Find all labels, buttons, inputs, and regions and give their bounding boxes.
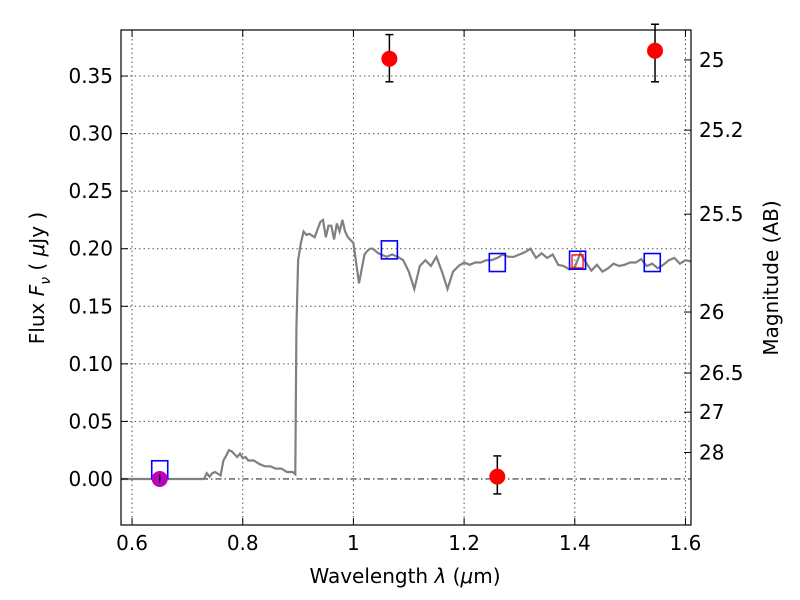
x-tick-label: 1 — [347, 531, 360, 555]
model-photometry-square-alt — [571, 254, 584, 269]
observed-point — [381, 50, 398, 67]
model-photometry-square — [643, 252, 662, 273]
observed-point — [489, 468, 506, 485]
x-axis-label: Wavelength λ (μm) — [309, 564, 500, 588]
x-tick-label: 1.6 — [670, 531, 702, 555]
right-axis-label: Magnitude (AB) — [759, 200, 783, 355]
magnitude-tick-label: 27 — [699, 400, 724, 424]
axis-ticks: 0.6 0.8 1 1.2 1.4 1.6 0.00 0.05 0.10 0.15 0.20 0.25… — [68, 30, 744, 555]
model-sed-series — [121, 217, 692, 481]
y-tick-label: 0.35 — [68, 64, 113, 88]
y-tick-label: 0.30 — [68, 122, 113, 146]
magnitude-tick-label: 26 — [699, 300, 724, 324]
plot-frame — [120, 29, 692, 526]
photometry-points — [150, 23, 664, 495]
model-photometry-square — [488, 252, 507, 273]
y-axis-label: Flux Fν ( μJy ) — [25, 212, 54, 344]
model-photometry-square — [568, 250, 587, 271]
x-tick-label: 0.6 — [116, 531, 148, 555]
x-tick-label: 1.2 — [448, 531, 480, 555]
magnitude-tick-label: 25.5 — [699, 202, 744, 226]
y-tick-label: 0.00 — [68, 467, 113, 491]
magnitude-tick-label: 25.2 — [699, 118, 744, 142]
y-tick-label: 0.10 — [68, 352, 113, 376]
magnitude-tick-label: 28 — [699, 440, 724, 464]
y-tick-label: 0.15 — [68, 294, 113, 318]
y-tick-label: 0.25 — [68, 179, 113, 203]
observed-point — [647, 42, 664, 59]
model-sed-line — [121, 217, 692, 481]
x-tick-label: 1.4 — [559, 531, 591, 555]
model-photometry-square — [380, 240, 399, 260]
x-tick-label: 0.8 — [227, 531, 259, 555]
magnitude-tick-label: 26.5 — [699, 361, 744, 385]
magnitude-tick-label: 25 — [699, 48, 724, 72]
y-tick-label: 0.05 — [68, 409, 113, 433]
y-tick-label: 0.20 — [68, 237, 113, 261]
